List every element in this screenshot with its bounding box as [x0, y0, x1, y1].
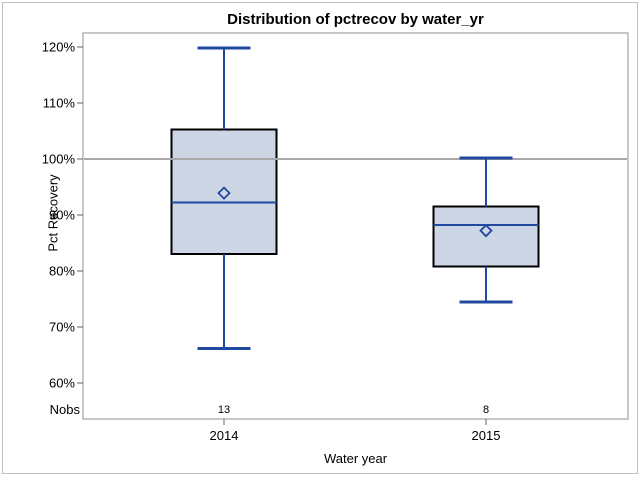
y-tick-label: 60% [49, 376, 75, 391]
x-tick-label: 2015 [472, 428, 501, 443]
nobs-row-label: Nobs [49, 402, 80, 417]
mean-diamond-2014 [217, 186, 231, 200]
x-axis-label: Water year [323, 451, 388, 466]
x-tick-label: 2014 [210, 428, 239, 443]
y-tick-label: 70% [49, 320, 75, 335]
mean-diamond-2015 [479, 223, 493, 238]
plot-border [82, 32, 629, 420]
y-tick-label: 100% [42, 152, 76, 167]
y-tick-label: 80% [49, 264, 75, 279]
box-iqr-2014 [170, 128, 278, 256]
y-tick-label: 90% [49, 208, 75, 223]
nobs-value: 8 [483, 404, 489, 416]
y-tick-label: 120% [42, 40, 76, 55]
chart-title: Distribution of pctrecov by water_yr [227, 11, 484, 28]
y-tick-label: 110% [43, 96, 76, 111]
y-axis-label: Pct Recovery [45, 174, 61, 252]
nobs-value: 13 [218, 404, 230, 416]
